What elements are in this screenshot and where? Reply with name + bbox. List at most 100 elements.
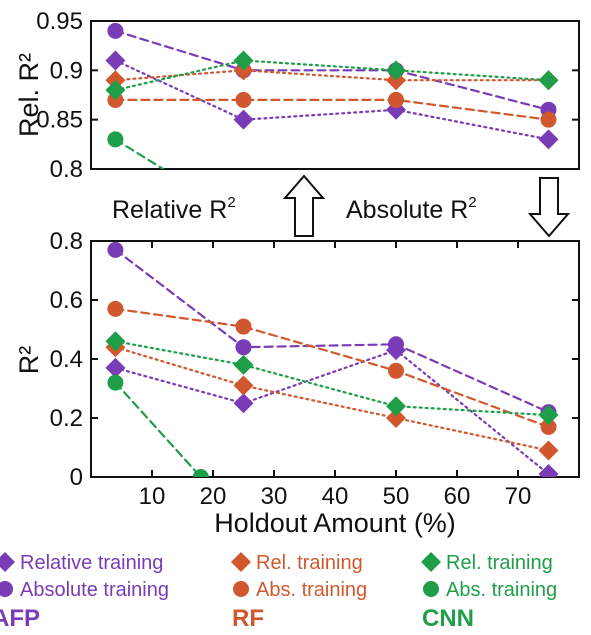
bottom-data-point-afp-diamond xyxy=(538,464,559,477)
legend-item-afp-circle: Absolute training xyxy=(0,578,169,602)
bottom-data-point-afp-diamond xyxy=(233,393,254,414)
bottom-x-tick-label: 20 xyxy=(200,483,227,510)
top-data-point-cnn-circle xyxy=(107,131,124,148)
bottom-series-layer xyxy=(105,241,559,477)
top-series-line-rf-diamond xyxy=(114,69,550,82)
legend-item-cnn-diamond: Rel. training xyxy=(420,551,553,575)
top-y-tick-label: 0.9 xyxy=(50,57,83,84)
diamond-marker-icon xyxy=(231,552,251,572)
top-plot-frame xyxy=(90,20,580,170)
legend-item-rf-circle: Abs. training xyxy=(230,578,367,602)
top-data-point-cnn-diamond xyxy=(233,50,254,71)
annotation-absolute-text: Absolute R2 xyxy=(346,194,477,224)
bottom-data-point-afp-circle xyxy=(388,336,404,353)
bottom-y-tick-label: 0.4 xyxy=(50,346,83,373)
diamond-marker-icon xyxy=(421,552,441,572)
top-data-point-rf-circle xyxy=(235,91,252,108)
legend-item-cnn-circle: Abs. training xyxy=(420,578,557,602)
bottom-y-ticks: 0.8 0.6 0.4 0.2 0 xyxy=(50,228,579,491)
bottom-x-tick-label: 30 xyxy=(261,483,288,510)
top-data-point-afp-circle xyxy=(107,22,124,39)
top-data-point-cnn-diamond xyxy=(538,70,559,91)
bottom-series-line-afp-diamond xyxy=(114,348,550,476)
top-y-tick-label: 0.95 xyxy=(36,8,83,35)
bottom-data-point-cnn-circle xyxy=(192,469,209,477)
top-data-point-afp-diamond xyxy=(233,109,254,130)
bottom-data-point-cnn-diamond xyxy=(538,405,559,426)
bottom-data-point-cnn-circle xyxy=(107,374,124,391)
top-data-point-rf-circle xyxy=(388,91,404,108)
top-data-point-cnn-circle xyxy=(187,181,203,197)
x-axis-label: Holdout Amount (%) xyxy=(214,508,456,538)
bottom-data-point-rf-circle xyxy=(540,418,557,435)
bottom-x-ticks: 10 20 30 40 50 60 70 xyxy=(139,241,532,510)
top-y-axis-label: Rel. R² xyxy=(14,53,44,137)
legend-item-rf-diamond: Rel. training xyxy=(230,551,363,575)
top-y-ticks: 0.95 0.9 0.85 0.8 xyxy=(36,8,579,183)
bottom-x-tick-label: 10 xyxy=(139,483,166,510)
bottom-data-point-rf-circle xyxy=(388,362,404,379)
bottom-x-tick-label: 50 xyxy=(383,483,410,510)
bottom-data-point-afp-diamond xyxy=(105,357,126,378)
legend-label: Abs. training xyxy=(256,579,368,601)
top-series-line-cnn-diamond xyxy=(114,59,550,92)
top-y-axis-label-text: Rel. R² xyxy=(14,53,44,137)
bottom-series-line-rf-circle xyxy=(114,307,550,428)
annotation-relative: Relative R2 xyxy=(112,174,326,237)
bottom-y-tick-label: 0 xyxy=(70,464,83,491)
top-series-line-rf-circle xyxy=(114,98,550,121)
bottom-data-point-rf-circle xyxy=(235,318,252,335)
legend-group-title-rf: RF xyxy=(232,605,264,632)
up-arrow-icon xyxy=(282,174,326,237)
top-data-point-rf-circle xyxy=(540,111,557,128)
annotation-absolute: Absolute R2 xyxy=(346,177,571,238)
bottom-y-tick-label: 0.6 xyxy=(50,287,83,314)
top-series-line-afp-diamond xyxy=(114,59,550,141)
bottom-data-point-rf-diamond xyxy=(386,408,406,428)
bottom-y-tick-label: 0.2 xyxy=(50,405,83,432)
bottom-data-point-rf-diamond xyxy=(233,375,254,396)
bottom-data-point-cnn-diamond xyxy=(233,354,254,375)
bottom-data-point-cnn-diamond xyxy=(105,331,126,352)
top-data-point-cnn-diamond xyxy=(105,80,126,101)
bottom-data-point-rf-diamond xyxy=(538,440,559,461)
top-data-point-cnn-diamond xyxy=(386,60,406,81)
legend-group-title-cnn: CNN xyxy=(422,605,474,632)
legend-label: Rel. training xyxy=(256,552,363,574)
circle-marker-icon xyxy=(423,581,439,597)
annotation-relative-text: Relative R2 xyxy=(112,194,236,224)
top-series-layer xyxy=(105,22,559,197)
top-plot-panel: 0.95 0.9 0.85 0.8 Rel. R² xyxy=(14,8,580,197)
bottom-series-line-rf-diamond xyxy=(114,346,550,452)
top-series-line-afp-circle xyxy=(114,29,550,111)
down-arrow-icon xyxy=(527,177,571,238)
legend-group-title-afp: AFP xyxy=(0,605,40,632)
top-y-tick-label: 0.85 xyxy=(36,107,83,134)
bottom-data-point-afp-circle xyxy=(107,241,124,258)
bottom-series-line-cnn-diamond xyxy=(114,340,550,417)
bottom-y-tick-label: 0.8 xyxy=(50,228,83,255)
circle-marker-icon xyxy=(233,581,249,597)
bottom-series-line-cnn-circle xyxy=(114,381,202,477)
top-data-point-afp-diamond xyxy=(105,50,126,71)
top-y-tick-label: 0.8 xyxy=(50,156,83,183)
bottom-x-tick-label: 40 xyxy=(322,483,349,510)
top-series-line-cnn-circle xyxy=(114,138,166,169)
bottom-series-line-afp-circle xyxy=(114,248,550,414)
circle-marker-icon xyxy=(0,581,13,597)
legend-label: Rel. training xyxy=(446,552,553,574)
bottom-x-tick-label: 70 xyxy=(505,483,532,510)
bottom-x-tick-label: 60 xyxy=(444,483,471,510)
bottom-data-point-rf-circle xyxy=(107,300,124,317)
legend-item-afp-diamond: Relative training xyxy=(0,551,163,575)
bottom-y-axis-label: R² xyxy=(14,346,44,375)
bottom-data-point-cnn-diamond xyxy=(386,396,406,417)
legend-label: Absolute training xyxy=(20,579,169,601)
legend-label: Abs. training xyxy=(446,579,558,601)
top-data-point-afp-diamond xyxy=(538,129,559,150)
legend-label: Relative training xyxy=(20,552,164,574)
diamond-marker-icon xyxy=(0,552,15,572)
bottom-data-point-afp-circle xyxy=(235,339,252,356)
bottom-plot-panel: 0.8 0.6 0.4 0.2 0 10 20 30 40 50 60 70 R² Holdout … xyxy=(14,228,580,538)
